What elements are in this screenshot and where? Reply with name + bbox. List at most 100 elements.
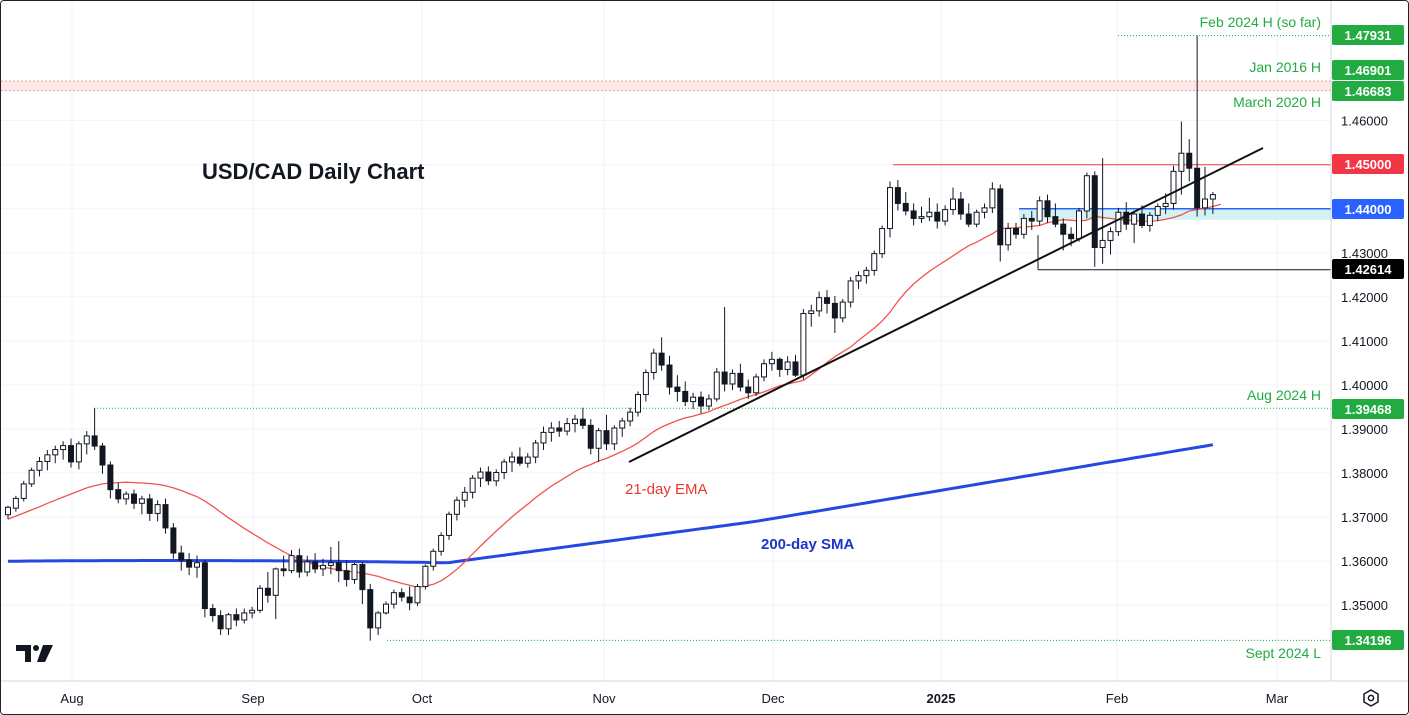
candle-down (335, 562, 342, 572)
price-label-text: 1.39468 (1345, 402, 1392, 417)
candle-up (729, 372, 736, 385)
candle-up (768, 358, 775, 365)
candle-up (1162, 202, 1169, 208)
candle-up (650, 352, 657, 374)
candle-up (493, 471, 500, 482)
candle-up (887, 187, 893, 230)
candle-down (957, 198, 964, 215)
support-zone (1019, 208, 1331, 220)
levels (94, 35, 1331, 641)
candle-down (359, 563, 366, 591)
tradingview-logo[interactable] (16, 642, 54, 664)
candle-down (831, 302, 838, 319)
candle-up (619, 420, 626, 429)
candle-down (1186, 152, 1193, 169)
price-label-text: 1.34196 (1345, 633, 1392, 648)
candle-down (146, 498, 153, 514)
price-label-text: 1.42614 (1345, 262, 1393, 277)
candle-up (375, 612, 382, 629)
y-tick-label: 1.40000 (1341, 378, 1388, 393)
y-tick-label: 1.46000 (1341, 114, 1388, 129)
y-tick-label: 1.42000 (1341, 290, 1388, 305)
candle-up (430, 550, 437, 567)
zones (1, 80, 1331, 220)
candle-up (713, 371, 720, 400)
candle-up (327, 562, 334, 566)
sma-label: 200-day SMA (761, 536, 855, 553)
candle-up (1115, 211, 1122, 233)
candle-down (343, 570, 350, 580)
price-label-box (1332, 259, 1404, 279)
level-note: Feb 2024 H (so far) (1200, 14, 1321, 30)
candle-up (225, 614, 232, 630)
moving-averages (7, 203, 1221, 589)
candle-up (950, 198, 956, 211)
candle-up (422, 565, 429, 588)
candle-up (5, 506, 11, 516)
ema-label: 21-day EMA (625, 481, 708, 498)
candle-down (264, 587, 271, 596)
price-label-box (1332, 630, 1404, 650)
candle-up (304, 561, 311, 573)
candle-up (501, 461, 508, 473)
y-tick-label: 1.35000 (1341, 598, 1388, 613)
candle-up (1107, 231, 1114, 241)
candle-up (635, 394, 641, 413)
candle-up (705, 398, 712, 407)
candle-up (540, 431, 547, 444)
candle-down (162, 504, 169, 529)
candle-up (509, 456, 515, 463)
candle-up (44, 454, 51, 462)
x-tick-label: Dec (761, 691, 785, 706)
settings-icon[interactable] (1361, 688, 1381, 708)
candles (5, 35, 1216, 641)
price-label-box (1332, 154, 1404, 174)
candle-down (666, 364, 673, 388)
candle-down (217, 615, 224, 630)
candle-up (1154, 206, 1161, 216)
candle-up (60, 445, 67, 451)
candle-up (942, 209, 949, 222)
candle-up (918, 216, 925, 219)
candle-up (761, 363, 767, 378)
level-note: Jan 2016 H (1249, 59, 1321, 75)
candle-up (1170, 170, 1177, 204)
candle-down (603, 430, 610, 445)
candle-up (839, 301, 846, 319)
candle-up (808, 310, 815, 315)
x-tick-label: Mar (1266, 691, 1289, 706)
candle-up (351, 563, 358, 580)
candle-up (28, 469, 35, 485)
candle-down (587, 424, 594, 449)
y-tick-label: 1.37000 (1341, 510, 1388, 525)
y-tick-label: 1.39000 (1341, 422, 1388, 437)
candle-up (1209, 194, 1216, 200)
candle-up (320, 564, 326, 570)
candle-down (1013, 228, 1019, 235)
candle-down (1123, 211, 1130, 225)
candle-up (1178, 152, 1185, 172)
x-tick-label: 2025 (927, 691, 956, 706)
candle-up (989, 188, 996, 209)
candle-up (249, 609, 256, 614)
candle-up (1131, 213, 1138, 225)
candle-up (800, 313, 807, 376)
y-tick-label: 1.43000 (1341, 246, 1388, 261)
level-note: Aug 2024 H (1247, 387, 1321, 403)
time-axis: Aug Sep Oct Nov Dec 2025 Feb Mar (60, 691, 1288, 706)
candle-down (233, 614, 240, 621)
candle-down (721, 371, 728, 385)
price-label-text: 1.46683 (1345, 84, 1392, 99)
candle-up (690, 396, 697, 403)
price-label-box (1332, 81, 1404, 101)
candle-down (516, 456, 523, 464)
candle-up (524, 456, 531, 464)
candle-down (745, 386, 752, 394)
candle-down (201, 562, 208, 610)
candle-down (965, 213, 972, 225)
candle-up (390, 592, 397, 605)
candle-up (532, 442, 539, 458)
level-note: March 2020 H (1233, 94, 1321, 110)
candle-down (556, 427, 563, 432)
